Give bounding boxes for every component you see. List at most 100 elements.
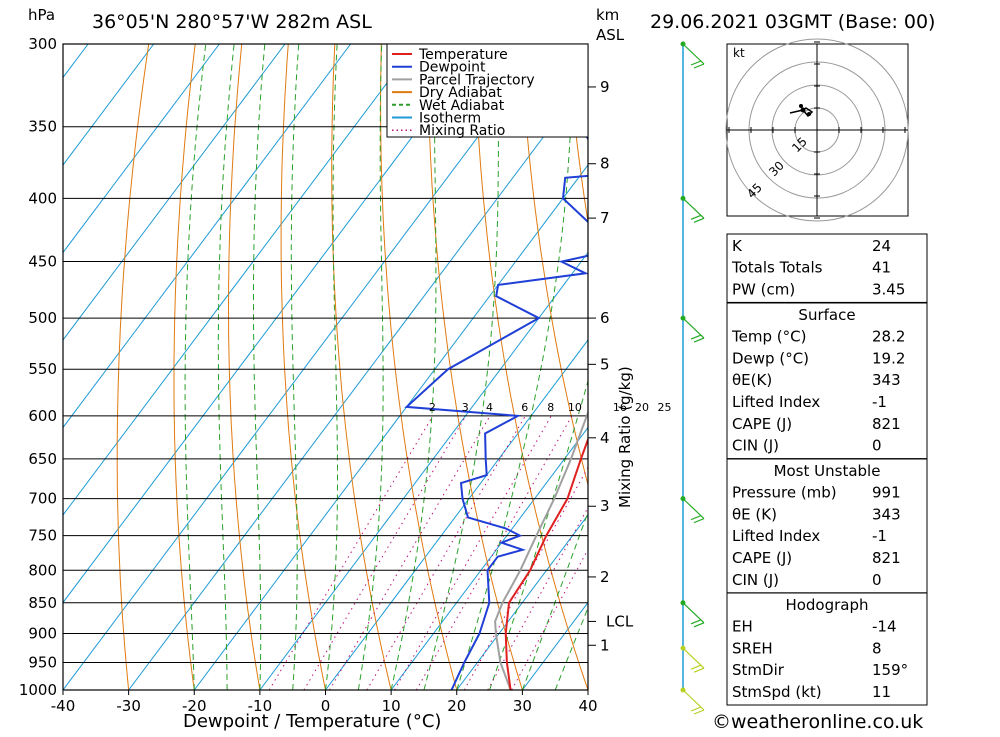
isotherm-line [63, 44, 286, 341]
wet-adiabat-line [253, 44, 266, 690]
stats-label: StmSpd (kt) [732, 683, 822, 701]
stats-label: EH [732, 618, 753, 636]
datetime-title: 29.06.2021 03GMT (Base: 00) [650, 11, 935, 33]
wet-adiabat-line [290, 44, 300, 690]
plot-frame [62, 43, 589, 691]
pressure-tick-label: 600 [28, 407, 57, 425]
km-label: km [596, 6, 619, 24]
stats-label: StmDir [732, 661, 785, 679]
parcel-trajectory-line [494, 410, 588, 690]
isotherm-line [63, 44, 155, 166]
stats-value: 19.2 [872, 349, 905, 367]
stats-section-title: Surface [798, 306, 855, 324]
dry-adiabat-line [473, 44, 588, 690]
mixing-ratio-label: 2 [429, 401, 436, 414]
height-tick-label: 4 [600, 429, 610, 447]
stats-value: 0 [872, 437, 882, 455]
wind-barb [682, 43, 705, 69]
x-tick-label: -30 [116, 697, 141, 715]
x-tick-label: 20 [447, 697, 466, 715]
x-tick-label: 40 [578, 697, 597, 715]
stats-value: 8 [872, 639, 882, 657]
stats-section-title: Hodograph [785, 596, 868, 614]
stats-unstable-box [726, 458, 928, 594]
wet-adiabat-line [184, 44, 207, 690]
stats-label: Temp (°C) [731, 328, 806, 346]
height-tick-label: 5 [600, 355, 610, 373]
stats-value: 41 [872, 259, 891, 277]
mixing-ratio-line [303, 415, 467, 690]
dry-adiabat-line [940, 44, 1000, 690]
x-tick-label: 10 [382, 697, 401, 715]
stats-label: SREH [732, 639, 773, 657]
stats-value: 821 [872, 415, 901, 433]
hpa-label: hPa [28, 6, 55, 24]
isotherm-line [325, 339, 588, 690]
pressure-tick-label: 950 [28, 653, 57, 671]
stats-label: Totals Totals [731, 259, 823, 277]
dry-adiabat-line [173, 44, 196, 690]
lcl-label: LCL [606, 612, 634, 630]
height-tick-label: 1 [600, 636, 610, 654]
stats-value: -1 [872, 393, 887, 411]
height-tick-label: 2 [600, 568, 610, 586]
wet-adiabat-line [456, 44, 574, 690]
isotherm-line [63, 44, 352, 429]
mixing-ratio-line [463, 466, 588, 690]
stats-value: 343 [872, 371, 901, 389]
wind-barb [682, 498, 705, 524]
dry-adiabat-line [380, 44, 458, 690]
x-tick-label: -20 [182, 697, 207, 715]
pressure-tick-label: 500 [28, 309, 57, 327]
legend-box [386, 43, 589, 138]
mixing-ratio-label: 25 [657, 401, 671, 414]
stats-hodograph-box [726, 592, 928, 706]
pressure-tick-label: 300 [28, 35, 57, 53]
stats-value: 343 [872, 505, 901, 523]
pressure-tick-label: 400 [28, 189, 57, 207]
hodograph-point [800, 107, 806, 113]
stats-surface-box [726, 302, 928, 460]
dry-adiabat-line [986, 44, 1000, 690]
mixing-ratio-line [511, 548, 588, 690]
mixing-ratio-label: 20 [635, 401, 649, 414]
pressure-tick-label: 450 [28, 253, 57, 271]
legend-label: Wet Adiabat [419, 98, 505, 114]
series-layer [404, 128, 588, 690]
location-title: 36°05'N 280°57'W 282m ASL [92, 11, 372, 33]
isotherm-line [193, 164, 588, 690]
pressure-tick-label: 350 [28, 118, 57, 136]
dry-adiabat-line [331, 44, 392, 690]
pressure-tick-label: 900 [28, 624, 57, 642]
pressure-tick-label: 650 [28, 450, 57, 468]
stats-value: 24 [872, 237, 891, 255]
hodograph-point [807, 112, 811, 116]
stats-label: CAPE (J) [732, 415, 792, 433]
stats-value: -1 [872, 527, 887, 545]
stats-label: PW (cm) [732, 280, 795, 298]
pressure-axis: 300 350 400 450 500 550 600 650 700 750 800 850 900 9… [19, 35, 57, 699]
isotherm-line [390, 426, 588, 690]
stats-label: CIN (J) [732, 571, 779, 589]
pressure-tick-label: 550 [28, 360, 57, 378]
mixing-ratio-line [268, 415, 434, 690]
wet-adiabat-line [554, 606, 588, 690]
stats-label: θE(K) [732, 371, 772, 389]
legend-label: Dewpoint [419, 60, 486, 76]
isotherm-line [456, 514, 588, 690]
wind-barb [682, 197, 705, 223]
mixing-ratio-label: 16 [613, 401, 627, 414]
pressure-tick-label: 800 [28, 561, 57, 579]
stats-panel: K 24 Totals Totals 41 PW (cm) 3.45 Surface Temp… [726, 233, 928, 706]
wind-barb-column [680, 41, 705, 715]
legend-label: Isotherm [419, 111, 481, 127]
stats-label: θE (K) [732, 505, 777, 523]
dewpoint-line [404, 128, 588, 690]
mixing-ratio-label: 10 [568, 401, 582, 414]
isotherm-line [128, 76, 588, 690]
height-tick-label: 9 [600, 78, 610, 96]
stats-value: 28.2 [872, 328, 905, 346]
legend-label: Dry Adiabat [419, 85, 502, 101]
